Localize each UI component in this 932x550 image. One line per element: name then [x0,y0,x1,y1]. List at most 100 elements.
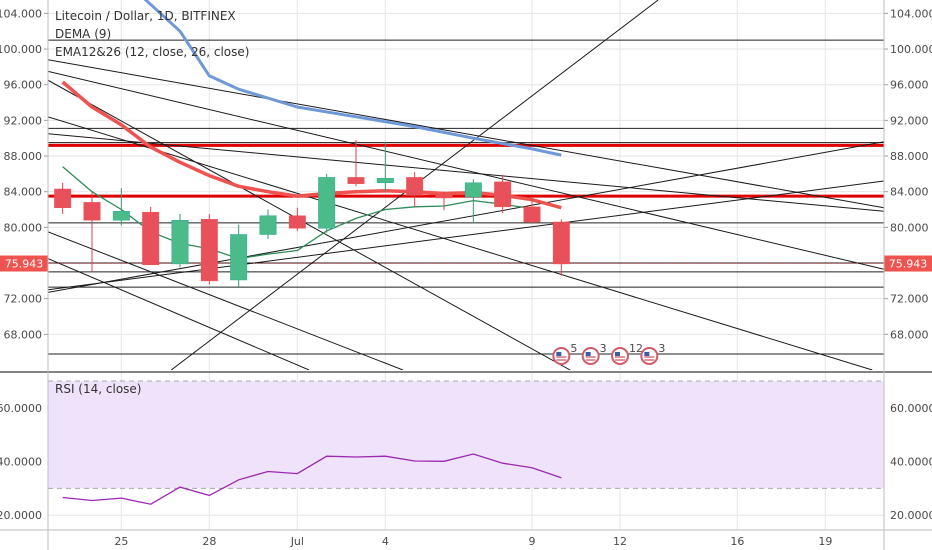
price-tick-label-right: 96.000 [890,79,929,92]
candle-body [230,234,248,281]
time-tick-label: Jul [290,535,304,548]
last-price-label-right: 75.943 [889,258,928,271]
price-tick-label-left: 80.000 [4,221,43,234]
price-tick-label-left: 100.000 [0,43,42,56]
time-tick-label: 4 [382,535,389,548]
candle-body [347,177,365,184]
candle[interactable] [494,174,512,214]
last-price-label-left: 75.943 [5,258,44,271]
rsi-line [62,453,562,505]
ema-26-line [143,0,562,157]
candle[interactable] [288,207,306,231]
candle-body [464,182,482,198]
event-marker[interactable]: 3 [640,342,665,365]
price-tick-label-right: 92.000 [890,114,929,127]
rsi-title[interactable]: RSI (14, close) [55,382,141,396]
time-tick-label: 28 [202,535,216,548]
last-price-tag-right [884,255,932,272]
price-tick-label-right: 84.000 [890,186,929,199]
price-tick-label-left: 92.000 [4,114,43,127]
candle[interactable] [435,191,453,211]
candle-body [54,188,72,208]
candle[interactable] [406,172,424,207]
candle-body [494,181,512,208]
candle-body [112,211,130,221]
price-tick-label-left: 72.000 [4,293,43,306]
candle[interactable] [142,206,160,266]
candle-body [523,206,541,223]
time-tick-label: 9 [529,535,536,548]
trend-line [48,116,873,370]
time-axis: 25 28 Jul 4 9 12 16 19 [114,535,832,548]
trend-line [48,258,310,370]
event-markers[interactable]: 5 3 12 3 [552,342,665,365]
event-marker[interactable]: 5 [552,342,577,365]
candle-body [318,177,336,229]
candle[interactable] [259,209,277,239]
candle[interactable] [523,198,541,224]
trend-line [48,180,884,291]
rsi-pane: 60.0000 60.0000 40.0000 40.0000 20.0000 20.00… [0,373,932,530]
indicator-ema-label[interactable]: EMA12&26 (12, close, 26, close) [55,45,249,59]
candle[interactable] [171,213,189,268]
indicator-dema-label[interactable]: DEMA (9) [55,27,111,41]
last-price-tag: 75.943 75.943 [0,255,932,272]
candle[interactable] [318,173,336,233]
candle[interactable] [464,179,482,223]
event-marker[interactable]: 3 [581,342,607,365]
price-tick-label-left: 88.000 [4,150,43,163]
chart-title: Litecoin / Dollar, 1D, BITFINEX [55,9,236,23]
rsi-tick-label-right: 20.0000 [890,509,932,522]
rsi-path [62,453,562,505]
rsi-tick-label-right: 40.0000 [890,456,932,469]
candle[interactable] [376,141,394,192]
candle[interactable] [54,182,72,214]
candle-body [288,215,306,229]
price-tick-label-right: 104.000 [890,7,932,20]
candle[interactable] [83,191,101,272]
rsi-tick-label-left: 20.0000 [0,509,42,522]
time-tick-label: 12 [613,535,627,548]
price-tick-label-left: 68.000 [4,328,43,341]
candles[interactable] [54,139,570,288]
rsi-tick-label-right: 60.0000 [890,402,932,415]
flag-canton [615,352,620,356]
trend-line [48,70,884,270]
event-count: 5 [570,342,577,355]
price-tick-label-right: 88.000 [890,150,929,163]
flag-canton [644,352,650,356]
event-marker[interactable]: 12 [611,342,643,365]
candle-body [200,219,218,282]
trend-line [48,133,884,212]
rsi-band [48,380,884,489]
time-tick-label: 19 [818,535,832,548]
price-tick-label-right: 68.000 [890,328,929,341]
trend-line [48,59,884,209]
rsi-tick-label-left: 60.0000 [0,402,42,415]
rsi-band-fill [48,381,884,489]
event-count: 3 [600,342,607,355]
candle-body [171,219,189,265]
candle[interactable] [230,224,248,288]
candle[interactable] [347,139,365,187]
candle-body [552,221,570,265]
candle-body [83,202,101,221]
rsi-axis: 60.0000 60.0000 40.0000 40.0000 20.0000 20.00… [0,402,932,522]
trend-line [48,79,571,370]
candle[interactable] [200,213,218,285]
flag-canton [556,352,562,356]
event-count: 12 [629,342,643,355]
candle-body [142,211,160,266]
time-tick-label: 16 [730,535,744,548]
flag-canton [585,352,591,356]
price-tick-label-left: 84.000 [4,186,43,199]
candle[interactable] [552,219,570,276]
price-pane: 5 3 12 3 104.000 104.000 100.000 100.000 96.000… [0,0,932,370]
trend-line [48,141,884,293]
ema-12-line [62,166,533,260]
time-tick-label: 25 [114,535,128,548]
price-tick-label-right: 100.000 [890,43,932,56]
candle[interactable] [112,188,130,226]
price-tick-label-left: 104.000 [0,7,42,20]
